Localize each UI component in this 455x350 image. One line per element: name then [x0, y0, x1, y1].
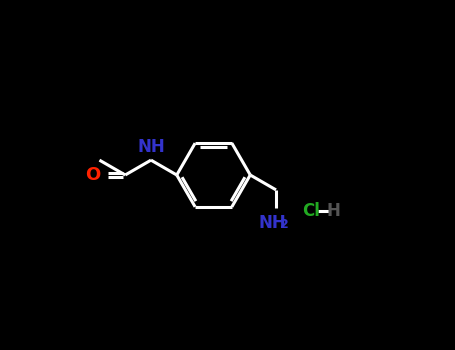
Text: H: H — [327, 202, 341, 220]
Text: 2: 2 — [280, 217, 289, 231]
Text: NH: NH — [258, 214, 286, 232]
Text: Cl: Cl — [302, 202, 320, 220]
Text: NH: NH — [137, 138, 165, 156]
Text: O: O — [86, 166, 101, 184]
